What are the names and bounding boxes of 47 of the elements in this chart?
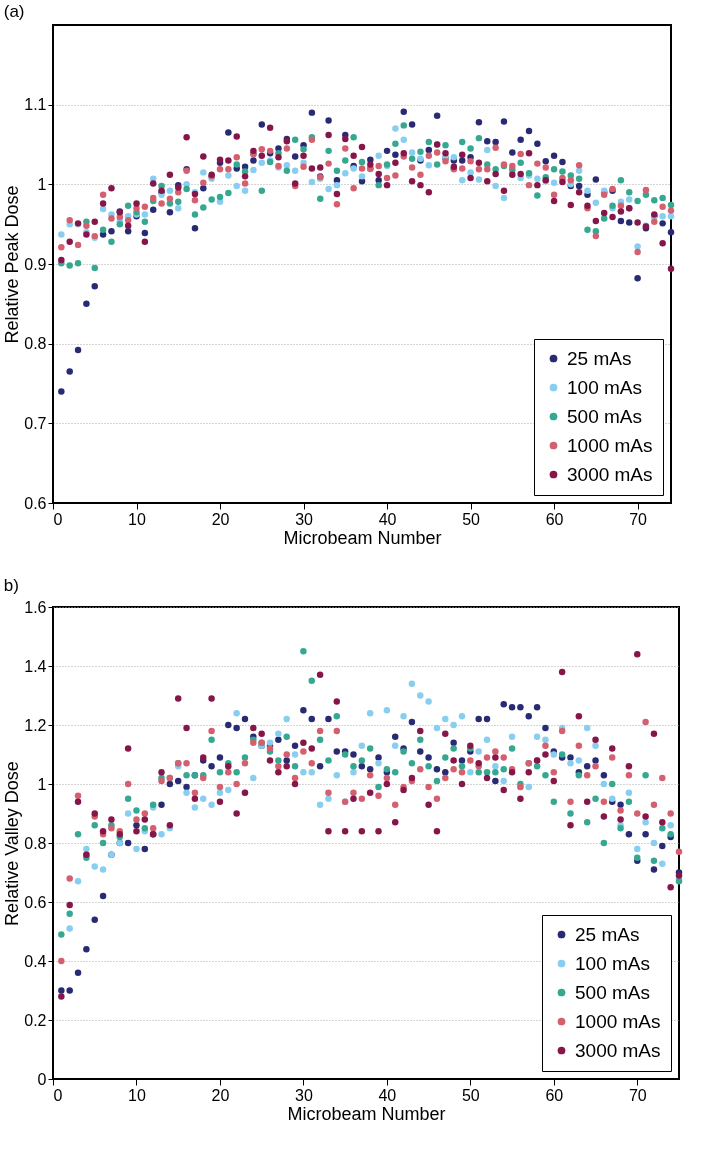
x-axis-title: Microbeam Number	[283, 527, 442, 548]
legend-label: 25 mAs	[567, 347, 632, 369]
y-tick-label: 1	[37, 175, 47, 193]
y-axis-title: Relative Peak Dose	[2, 185, 23, 344]
y-tick-label: 1.2	[24, 716, 47, 734]
x-tick-label: 50	[461, 1086, 480, 1104]
legend-label: 100 mAs	[567, 376, 642, 398]
legend-label: 500 mAs	[567, 405, 642, 427]
x-tick-label: 40	[378, 510, 397, 528]
y-tick-label: 0.8	[24, 834, 47, 852]
x-tick-label: 50	[462, 510, 481, 528]
y-tick-label: 0.2	[24, 1011, 47, 1029]
y-tick-label: 1.6	[24, 598, 47, 616]
y-tick-label: 0	[37, 1070, 47, 1088]
legend-label: 3000 mAs	[567, 463, 653, 485]
legend-label: 3000 mAs	[575, 1039, 661, 1061]
legend-label: 1000 mAs	[575, 1010, 661, 1032]
y-tick-label: 1.4	[24, 657, 47, 675]
x-tick-label: 10	[128, 510, 147, 528]
y-tick-label: 0.7	[24, 414, 47, 432]
x-tick-label: 70	[629, 510, 648, 528]
y-tick-label: 0.9	[24, 255, 47, 273]
chart-title: (a)	[3, 2, 25, 21]
legend-label: 1000 mAs	[567, 434, 653, 456]
x-axis-title: Microbeam Number	[287, 1103, 446, 1124]
y-tick-label: 0.4	[24, 952, 47, 970]
y-tick-label: 0.6	[24, 893, 47, 911]
x-tick-label: 0	[53, 510, 63, 528]
x-tick-label: 0	[53, 1086, 63, 1104]
y-tick-label: 1.1	[24, 96, 47, 114]
x-tick-label: 20	[211, 510, 230, 528]
x-tick-label: 40	[378, 1086, 397, 1104]
x-tick-label: 10	[128, 1086, 146, 1104]
y-tick-label: 1	[37, 775, 47, 793]
x-tick-label: 60	[545, 1086, 564, 1104]
x-tick-label: 30	[295, 510, 314, 528]
x-tick-label: 20	[211, 1086, 230, 1104]
x-tick-label: 30	[295, 1086, 313, 1104]
legend-label: 100 mAs	[575, 952, 650, 974]
x-tick-label: 60	[545, 510, 564, 528]
y-tick-label: 0.8	[24, 335, 47, 353]
chart-title: b)	[3, 576, 19, 595]
y-axis-title: Relative Valley Dose	[2, 761, 23, 926]
legend-label: 25 mAs	[575, 923, 640, 945]
y-tick-label: 0.6	[24, 494, 47, 512]
legend-label: 500 mAs	[575, 981, 650, 1003]
x-tick-label: 70	[628, 1086, 647, 1104]
